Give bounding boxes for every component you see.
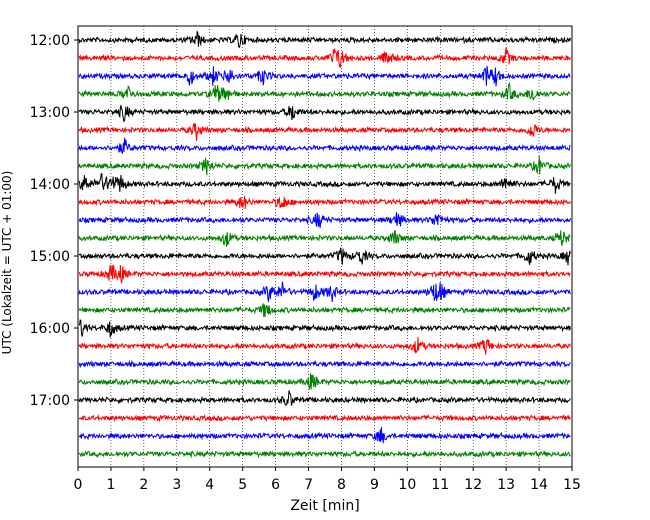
trace-1345 [78,155,571,176]
trace-1330 [78,137,571,154]
trace-1700 [78,390,571,406]
y-tick-label: 13:00 [30,105,70,121]
trace-1300 [78,104,571,123]
x-tick-label: 7 [304,477,313,493]
trace-1315 [78,122,571,142]
trace-1245 [78,81,571,102]
trace-1500 [78,247,571,266]
plot-frame [77,25,573,468]
x-tick-label: 6 [271,477,280,493]
trace-1445 [78,230,571,247]
trace-1430 [78,212,571,228]
x-tick-label: 9 [370,477,379,493]
x-tick-label: 0 [74,477,83,493]
y-tick-label: 15:00 [30,249,70,265]
trace-1400 [78,173,571,194]
x-tick-label: 8 [337,477,346,493]
y-tick-label: 12:00 [30,33,70,49]
x-tick-label: 10 [398,477,416,493]
x-tick-label: 4 [205,477,214,493]
x-tick-label: 14 [530,477,548,493]
x-tick-label: 15 [563,477,581,493]
trace-1530 [78,281,571,304]
x-axis-ticks: 0 1 2 3 4 5 6 7 8 9 10 11 12 13 14 15 [74,467,581,493]
seismic-traces [78,30,571,459]
y-tick-label: 16:00 [30,321,70,337]
y-axis-label: UTC (Lokalzeit = UTC + 01:00) [0,171,14,355]
trace-1200 [78,30,571,49]
trace-1230 [78,65,571,87]
x-tick-label: 13 [497,477,515,493]
y-axis-ticks: 12:00 13:00 14:00 15:00 16:00 17:00 [30,33,78,409]
trace-1515 [78,264,571,284]
y-tick-label: 14:00 [30,177,70,193]
trace-1715 [78,413,571,423]
trace-1630 [78,359,571,369]
x-tick-label: 3 [172,477,181,493]
x-tick-label: 11 [431,477,449,493]
y-tick-label: 17:00 [30,393,70,409]
trace-1645 [78,373,571,391]
trace-1600 [78,319,571,338]
trace-1615 [78,336,571,355]
trace-1215 [78,47,571,68]
x-tick-label: 1 [106,477,115,493]
trace-1745 [78,449,571,459]
x-axis-label: Zeit [min] [290,498,359,514]
trace-1545 [78,303,571,318]
x-tick-label: 12 [464,477,482,493]
x-tick-label: 5 [238,477,247,493]
trace-1415 [78,196,571,210]
x-tick-label: 2 [139,477,148,493]
trace-1730 [78,426,571,444]
